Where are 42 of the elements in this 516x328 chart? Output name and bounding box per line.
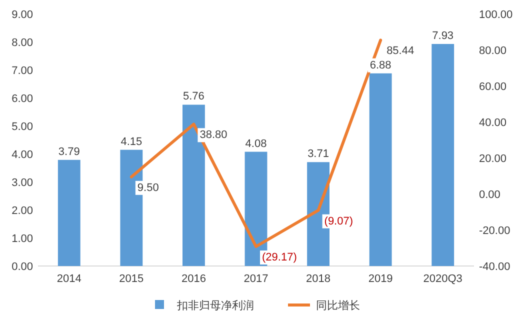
y-tick-label: 4.00 (12, 149, 33, 161)
y-tick-label: 6.00 (12, 93, 33, 105)
data-label: 85.44 (386, 45, 414, 58)
y2-tick-label: 100.00 (479, 9, 513, 21)
data-label: 38.80 (200, 129, 228, 142)
data-label: 3.71 (308, 148, 329, 160)
y-tick-label: 0.00 (12, 261, 33, 273)
y-tick-label: 8.00 (12, 37, 33, 49)
legend-label: 同比增长 (316, 299, 360, 312)
x-tick-label: 2019 (368, 273, 393, 285)
x-tick-label: 2017 (244, 273, 268, 285)
y-tick-label: 3.00 (12, 177, 33, 189)
x-tick-label: 2016 (181, 273, 206, 285)
data-label: (29.17) (262, 252, 297, 264)
y-tick-label: 7.00 (12, 65, 33, 77)
data-label: 5.76 (183, 90, 204, 103)
data-label: 6.88 (370, 59, 392, 72)
y2-tick-label: 40.00 (479, 117, 507, 129)
data-label: (9.07) (324, 215, 354, 228)
data-label: 9.50 (137, 182, 159, 194)
x-tick-label: 2018 (306, 273, 331, 285)
y2-tick-label: -20.00 (479, 225, 510, 237)
data-label: 4.08 (245, 138, 267, 150)
y2-tick-label: -40.00 (479, 261, 510, 273)
bar (58, 160, 80, 266)
x-tick-label: 2020Q3 (423, 273, 462, 285)
y2-tick-label: 80.00 (479, 45, 507, 57)
data-label: 3.79 (58, 146, 80, 158)
y2-tick-label: 60.00 (479, 81, 507, 93)
legend-label: 扣非归母净利润 (176, 299, 254, 312)
y-tick-label: 1.00 (12, 233, 33, 245)
y2-tick-label: 20.00 (479, 153, 507, 165)
y-tick-label: 9.00 (12, 9, 33, 21)
bar (432, 44, 454, 266)
x-tick-label: 2015 (119, 273, 144, 285)
data-label: 4.15 (120, 136, 142, 148)
y2-tick-label: 0.00 (479, 189, 500, 201)
bar (369, 73, 392, 266)
x-tick-label: 2014 (56, 273, 82, 285)
y-tick-label: 2.00 (12, 205, 33, 217)
data-label: 7.93 (432, 30, 454, 42)
y-tick-label: 5.00 (12, 121, 33, 133)
